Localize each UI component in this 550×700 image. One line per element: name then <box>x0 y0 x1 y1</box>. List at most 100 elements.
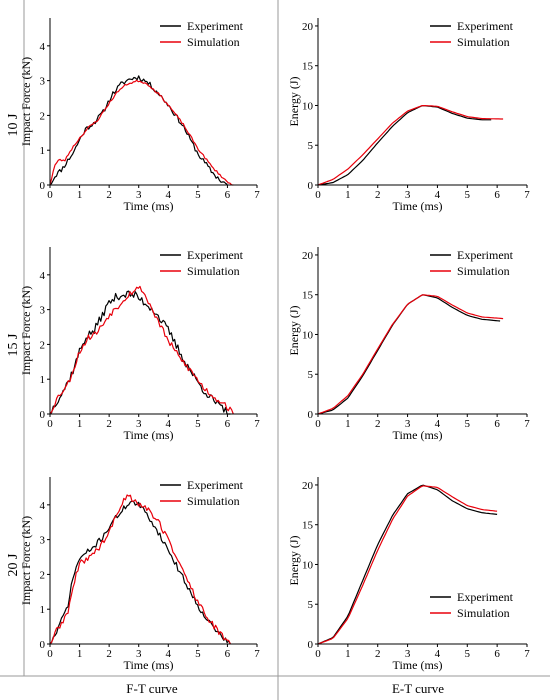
series-line-experiment <box>49 75 228 186</box>
y-tick-label: 4 <box>40 41 46 53</box>
series-line-simulation <box>317 485 498 645</box>
x-tick-label: 6 <box>494 189 500 201</box>
x-axis-label: Time (ms) <box>393 428 443 442</box>
row-label-20j: 20 J <box>6 553 21 577</box>
x-tick-label: 0 <box>315 648 321 660</box>
y-tick-label: 1 <box>40 604 46 616</box>
y-tick-label: 5 <box>308 599 314 611</box>
chart-panel-6: 0 1 2 3 4 5 6 7 0 5 10 15 20 Time (ms) Energy (J) Exper… <box>287 477 530 672</box>
x-tick-label: 1 <box>77 648 83 660</box>
legend-label-experiment: Experiment <box>457 248 514 262</box>
x-tick-label: 0 <box>315 418 321 430</box>
x-tick-label: 4 <box>435 648 441 660</box>
series-line-experiment <box>317 105 492 186</box>
x-tick-label: 0 <box>315 189 321 201</box>
legend-label-experiment: Experiment <box>187 19 244 33</box>
row-label-15j: 15 J <box>6 333 21 357</box>
x-tick-label: 1 <box>345 648 351 660</box>
x-tick-label: 4 <box>435 189 441 201</box>
y-tick-label: 1 <box>40 145 46 157</box>
series-line-experiment <box>317 294 501 415</box>
column-label-ft: F-T curve <box>126 681 178 696</box>
y-tick-label: 10 <box>302 559 314 571</box>
y-tick-label: 3 <box>40 305 46 317</box>
x-axis-label: Time (ms) <box>124 658 174 672</box>
x-tick-label: 6 <box>225 189 231 201</box>
legend-label-simulation: Simulation <box>187 35 240 49</box>
x-tick-label: 1 <box>345 418 351 430</box>
y-tick-label: 15 <box>302 520 314 532</box>
x-tick-label: 7 <box>524 648 530 660</box>
chart-panel-4: 0 1 2 3 4 5 6 7 0 5 10 15 20 Time (ms) Energy (J) Exper… <box>287 247 530 442</box>
x-tick-label: 5 <box>195 648 201 660</box>
x-tick-label: 6 <box>225 418 231 430</box>
y-tick-label: 3 <box>40 76 46 88</box>
y-tick-label: 5 <box>308 140 314 152</box>
series-line-simulation <box>49 79 234 186</box>
y-tick-label: 10 <box>302 329 314 341</box>
y-axis-label: Impact Force (kN) <box>19 286 33 375</box>
y-tick-label: 2 <box>40 569 46 581</box>
series-line-experiment <box>49 290 231 415</box>
legend-label-experiment: Experiment <box>187 248 244 262</box>
x-axis-label: Time (ms) <box>124 428 174 442</box>
x-tick-label: 7 <box>254 418 260 430</box>
legend-label-simulation: Simulation <box>457 264 510 278</box>
series-line-experiment <box>49 500 231 645</box>
x-tick-label: 2 <box>375 189 381 201</box>
series-line-simulation <box>317 294 504 415</box>
x-tick-label: 6 <box>225 648 231 660</box>
y-axis-label: Energy (J) <box>287 535 301 585</box>
legend-label-simulation: Simulation <box>457 35 510 49</box>
x-tick-label: 0 <box>47 189 53 201</box>
x-tick-label: 2 <box>106 189 112 201</box>
y-axis-label: Impact Force (kN) <box>19 516 33 605</box>
x-tick-label: 5 <box>195 418 201 430</box>
series-line-simulation <box>49 494 231 645</box>
x-tick-label: 4 <box>166 189 172 201</box>
x-tick-label: 7 <box>524 418 530 430</box>
x-tick-label: 7 <box>524 189 530 201</box>
x-axis-label: Time (ms) <box>124 199 174 213</box>
y-tick-label: 0 <box>40 180 46 192</box>
x-tick-label: 3 <box>405 418 411 430</box>
y-tick-label: 0 <box>308 409 314 421</box>
column-label-et: E-T curve <box>392 681 444 696</box>
y-tick-label: 15 <box>302 61 314 73</box>
y-tick-label: 15 <box>302 290 314 302</box>
y-tick-label: 5 <box>308 369 314 381</box>
x-tick-label: 2 <box>106 648 112 660</box>
x-tick-label: 5 <box>465 418 471 430</box>
x-tick-label: 4 <box>166 648 172 660</box>
x-tick-label: 3 <box>405 648 411 660</box>
y-tick-label: 3 <box>40 535 46 547</box>
legend-label-simulation: Simulation <box>457 606 510 620</box>
y-tick-label: 4 <box>40 500 46 512</box>
y-tick-label: 0 <box>40 639 46 651</box>
y-tick-label: 0 <box>40 409 46 421</box>
x-tick-label: 2 <box>375 418 381 430</box>
y-tick-label: 1 <box>40 374 46 386</box>
y-tick-label: 4 <box>40 270 46 282</box>
x-tick-label: 4 <box>166 418 172 430</box>
x-tick-label: 0 <box>47 648 53 660</box>
y-tick-label: 10 <box>302 100 314 112</box>
y-tick-label: 20 <box>302 250 314 262</box>
x-tick-label: 2 <box>375 648 381 660</box>
series-line-simulation <box>49 285 234 415</box>
y-tick-label: 0 <box>308 180 314 192</box>
x-tick-label: 6 <box>494 418 500 430</box>
x-axis-label: Time (ms) <box>393 199 443 213</box>
y-axis-label: Energy (J) <box>287 76 301 126</box>
x-tick-label: 3 <box>405 189 411 201</box>
chart-panel-2: 0 1 2 3 4 5 6 7 0 5 10 15 20 Time (ms) Energy (J) Exper… <box>287 18 530 213</box>
legend-label-experiment: Experiment <box>457 590 514 604</box>
x-tick-label: 3 <box>136 418 142 430</box>
x-tick-label: 7 <box>254 648 260 660</box>
y-tick-label: 20 <box>302 480 314 492</box>
x-tick-label: 6 <box>494 648 500 660</box>
y-tick-label: 2 <box>40 339 46 351</box>
